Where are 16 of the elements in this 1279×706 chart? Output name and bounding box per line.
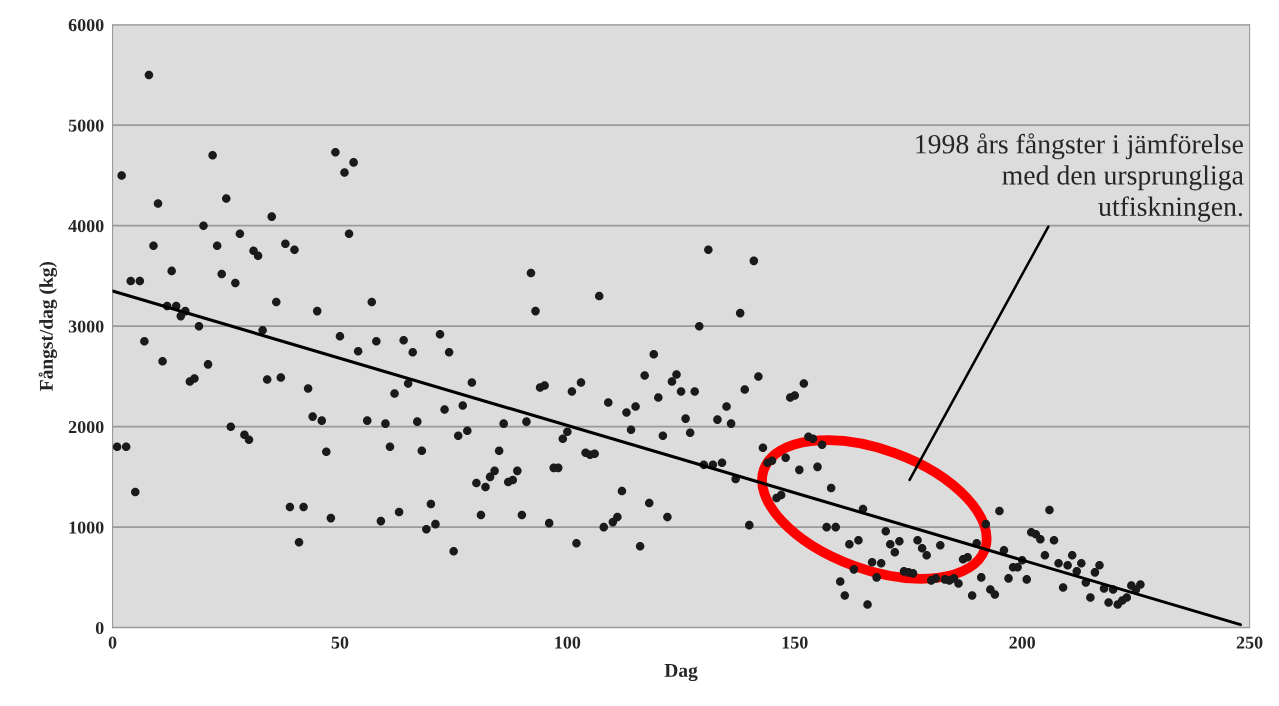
y-tick-label: 1000 xyxy=(69,521,104,534)
y-tick-label: 3000 xyxy=(68,320,104,333)
y-tick-label: 5000 xyxy=(68,119,104,132)
x-tick-label: 0 xyxy=(108,636,117,649)
y-axis-title: Fångst/dag (kg) xyxy=(38,261,57,391)
y-tick-label: 2000 xyxy=(68,420,104,434)
x-tick-label: 150 xyxy=(782,636,808,649)
y-tick-label: 0 xyxy=(95,621,104,635)
x-tick-label: 200 xyxy=(1009,636,1036,649)
x-axis-title: Dag xyxy=(664,664,698,682)
y-tick-label: 6000 xyxy=(68,18,104,32)
x-tick-label: 100 xyxy=(555,636,581,649)
x-tick-label: 250 xyxy=(1236,636,1263,649)
x-tick-label: 50 xyxy=(331,636,349,649)
annotation: 1998 års fångster i jämförelse med den ursprungliga utfiskningen. xyxy=(916,133,1244,222)
y-tick-label: 4000 xyxy=(68,219,104,233)
